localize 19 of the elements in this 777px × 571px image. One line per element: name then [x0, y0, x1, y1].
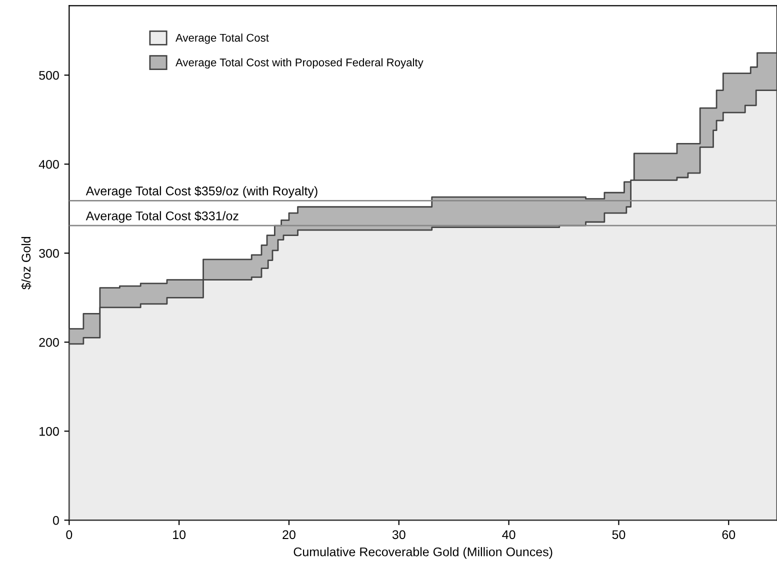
x-tick-label: 40 [502, 530, 516, 540]
legend-label: Average Total Cost [176, 34, 269, 44]
y-tick-label: 400 [38, 160, 59, 169]
y-tick-label: 200 [39, 338, 59, 347]
x-tick-label: 50 [612, 530, 626, 540]
y-tick-label: 500 [39, 70, 59, 80]
legend-label: Average Total Cost with Proposed Federal Royalty [176, 58, 424, 69]
ref-line-label: Average Total Cost $331/oz [86, 210, 238, 223]
x-tick-label: 20 [282, 530, 296, 540]
y-tick-label: 300 [39, 248, 59, 258]
x-axis-title: Cumulative Recoverable Gold (Million Ounces) [294, 547, 552, 559]
ref-line-label: Average Total Cost $359/oz (with Royalty) [86, 186, 318, 198]
x-tick-label: 0 [66, 530, 72, 540]
x-tick-label: 10 [173, 530, 186, 540]
y-tick-label: 0 [52, 516, 59, 525]
x-tick-label: 60 [722, 530, 736, 540]
y-tick-label: 100 [40, 426, 59, 436]
y-axis-title: $/oz Gold [21, 236, 32, 290]
x-tick-label: 30 [392, 530, 406, 540]
